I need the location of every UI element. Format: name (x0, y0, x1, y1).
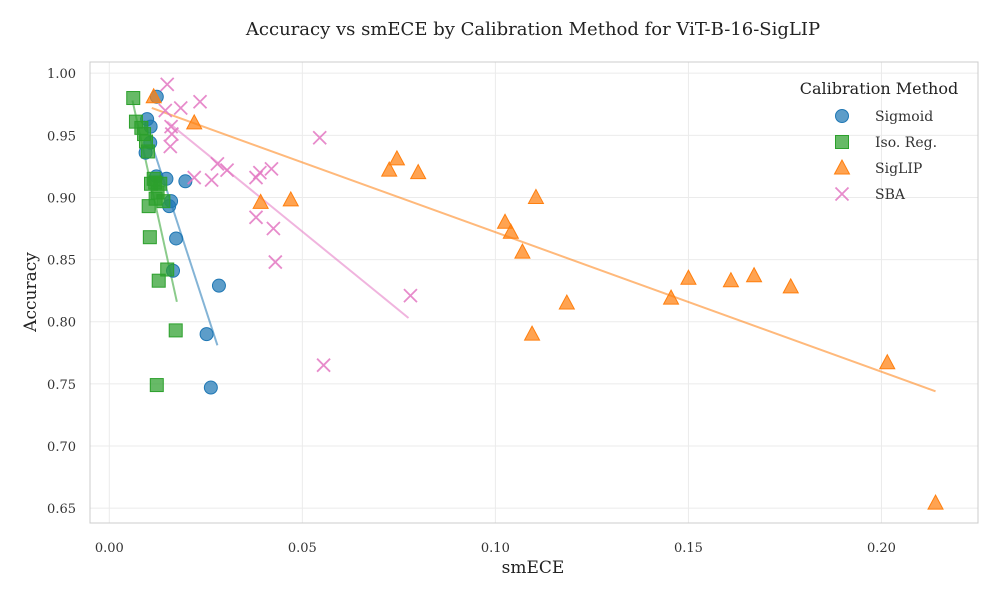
legend: Calibration Method Sigmoid Iso. Reg. SigLI… (800, 79, 958, 203)
legend-entry-label: SBA (875, 187, 906, 203)
legend-title: Calibration Method (800, 79, 958, 98)
data-point (527, 188, 545, 204)
series-siglip (145, 87, 944, 510)
data-point (146, 171, 161, 186)
data-point (662, 289, 680, 305)
data-point (264, 161, 279, 176)
y-tick-label: 0.65 (47, 502, 76, 517)
legend-marker (834, 186, 850, 202)
data-point (248, 210, 264, 225)
y-tick-label: 0.85 (47, 254, 76, 269)
x-tick-label: 0.20 (867, 541, 896, 556)
legend-marker (833, 158, 851, 175)
y-axis-label: Accuracy (21, 252, 41, 333)
data-point (523, 325, 541, 341)
data-point (380, 161, 398, 177)
data-point (164, 126, 179, 142)
data-point (409, 163, 427, 180)
trend-line (143, 120, 219, 346)
legend-entry-label: SigLIP (875, 161, 922, 177)
data-point (149, 378, 164, 393)
data-point (158, 103, 173, 118)
y-tick-label: 0.95 (47, 129, 76, 144)
data-point (173, 100, 188, 116)
data-point (248, 170, 264, 185)
y-tick-label: 0.80 (47, 316, 76, 331)
legend-marker (835, 109, 849, 123)
x-tick-label: 0.15 (674, 541, 703, 556)
y-tick-label: 1.00 (47, 67, 76, 82)
data-point (168, 323, 183, 338)
data-point (141, 199, 156, 214)
data-point (403, 288, 418, 303)
data-point (927, 494, 944, 510)
chart-title: Accuracy vs smECE by Calibration Method … (245, 19, 820, 40)
data-point (502, 223, 520, 239)
data-point (160, 77, 175, 92)
trend-line (166, 120, 410, 319)
y-tick-label: 0.90 (47, 191, 76, 206)
data-point (266, 221, 281, 236)
series-sba (158, 77, 418, 373)
data-points (126, 77, 944, 510)
x-tick-label: 0.10 (481, 541, 510, 556)
data-point (722, 271, 740, 288)
data-point (388, 149, 406, 166)
data-point (316, 358, 331, 373)
data-point (178, 174, 193, 189)
data-point (203, 380, 218, 395)
data-point (496, 213, 514, 229)
data-point (192, 94, 208, 109)
data-point (680, 269, 697, 285)
data-point (160, 262, 175, 277)
trend-line (151, 107, 936, 393)
data-point (252, 193, 269, 209)
data-point (199, 327, 214, 342)
legend-entry-label: Iso. Reg. (875, 135, 937, 151)
data-point (145, 87, 163, 104)
data-point (163, 139, 178, 154)
x-axis-label: smECE (502, 558, 565, 578)
data-point (169, 231, 184, 246)
legend-entry-label: Sigmoid (875, 109, 933, 125)
y-tick-label: 0.70 (47, 440, 76, 455)
x-tick-label: 0.05 (288, 541, 317, 556)
data-point (558, 294, 576, 310)
data-point (211, 278, 226, 293)
data-point (151, 273, 166, 288)
data-point (312, 130, 327, 145)
data-point (282, 190, 300, 207)
data-point (219, 162, 235, 178)
y-tick-label: 0.75 (47, 378, 76, 393)
data-point (782, 277, 800, 294)
legend-marker (835, 135, 849, 149)
x-tick-label: 0.00 (95, 541, 124, 556)
data-point (210, 156, 225, 172)
data-point (878, 353, 896, 370)
data-point (187, 170, 202, 185)
data-point (140, 144, 155, 159)
plot-area-frame (89, 61, 979, 524)
data-point (126, 91, 141, 106)
data-point (514, 243, 531, 259)
data-point (745, 266, 763, 283)
data-point (268, 254, 283, 270)
data-point (185, 113, 203, 130)
axis-ticks: 0.00 0.05 0.10 0.15 0.20 0.65 0.70 0.75 0.80 0.85… (47, 67, 896, 556)
data-point (204, 172, 219, 188)
series-iso-reg (126, 91, 183, 393)
data-point (142, 230, 157, 245)
